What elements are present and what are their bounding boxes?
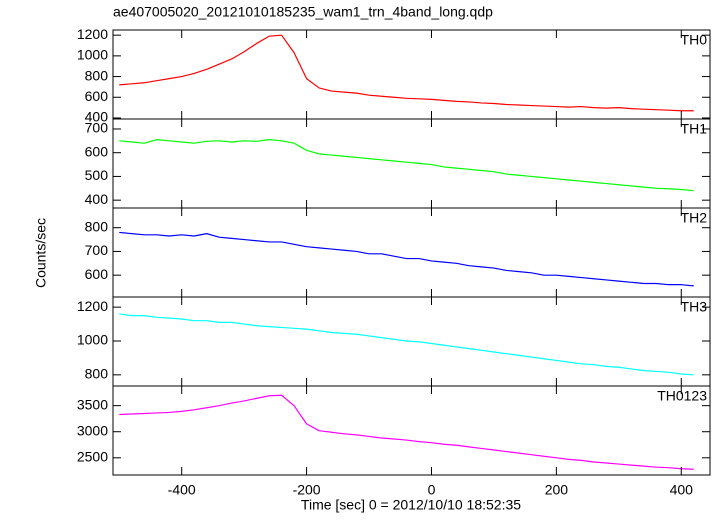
y-tick-label: 600 [85, 143, 109, 159]
panel-frame [112, 207, 711, 298]
y-tick-label: 1000 [77, 47, 108, 63]
x-tick-label: 0 [428, 482, 436, 498]
panel-frame [112, 29, 711, 120]
panel-label: TH0123 [657, 388, 707, 404]
y-tick-label: 400 [85, 109, 109, 125]
y-tick-label: 600 [85, 266, 109, 282]
x-tick-label: 200 [545, 482, 569, 498]
panel-label: TH3 [681, 299, 708, 315]
y-axis-label: Counts/sec [33, 218, 49, 288]
panel-label: TH1 [681, 121, 708, 137]
panel-label: TH0 [681, 32, 708, 48]
x-axis-label: Time [sec] 0 = 2012/10/10 18:52:35 [301, 497, 521, 513]
series-line [119, 34, 694, 112]
series-line [119, 394, 694, 470]
y-tick-label: 2500 [77, 448, 108, 464]
y-tick-label: 500 [85, 167, 109, 183]
panel-frame [112, 385, 711, 476]
x-tick-label: -200 [293, 482, 321, 498]
y-tick-label: 700 [85, 120, 109, 136]
y-tick-label: 700 [85, 242, 109, 258]
series-line [119, 139, 694, 192]
y-tick-label: 3000 [77, 422, 108, 438]
y-tick-label: 1200 [77, 298, 108, 314]
panel-label: TH2 [681, 210, 708, 226]
y-tick-label: 400 [85, 191, 109, 207]
x-tick-label: -400 [168, 482, 196, 498]
y-tick-label: 800 [85, 366, 109, 382]
y-tick-label: 800 [85, 218, 109, 234]
series-line [119, 231, 694, 287]
chart-title: ae407005020_20121010185235_wam1_trn_4ban… [113, 4, 493, 20]
y-tick-label: 600 [85, 88, 109, 104]
y-tick-label: 800 [85, 67, 109, 83]
series-line [119, 313, 694, 376]
y-tick-label: 1200 [77, 26, 108, 42]
y-tick-label: 1000 [77, 332, 108, 348]
y-tick-label: 3500 [77, 396, 108, 412]
x-tick-label: 400 [670, 482, 694, 498]
panel-frame [112, 118, 711, 209]
